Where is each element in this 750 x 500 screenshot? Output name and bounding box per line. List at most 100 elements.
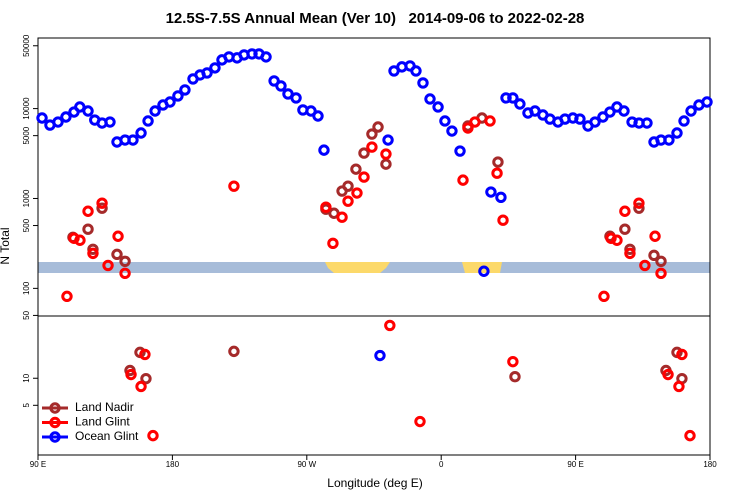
data-point	[454, 145, 466, 157]
data-point	[641, 117, 653, 129]
data-point	[491, 167, 503, 179]
y-tick-label: 5	[22, 403, 31, 408]
legend-marker	[49, 431, 61, 443]
data-point	[358, 147, 370, 159]
data-point	[678, 115, 690, 127]
data-point	[327, 237, 339, 250]
data-point	[649, 230, 661, 242]
data-point	[172, 90, 184, 102]
data-point	[469, 116, 481, 128]
data-point	[336, 211, 348, 223]
data-point	[104, 116, 116, 128]
data-point	[102, 259, 114, 272]
data-point	[350, 163, 362, 175]
data-point	[380, 148, 392, 160]
data-point	[179, 84, 191, 96]
data-point	[164, 96, 176, 108]
data-point	[112, 230, 124, 242]
data-point	[684, 429, 696, 442]
data-point	[604, 106, 616, 118]
data-point	[96, 202, 108, 214]
data-point	[574, 113, 586, 125]
data-point	[509, 371, 521, 383]
data-point	[228, 345, 240, 358]
data-point	[149, 105, 161, 117]
data-point	[633, 202, 645, 214]
data-point	[111, 248, 123, 261]
data-point	[663, 134, 675, 146]
data-point	[318, 144, 330, 156]
data-point	[135, 127, 147, 139]
data-point	[507, 92, 519, 104]
data-point	[127, 134, 139, 146]
data-point	[52, 116, 64, 128]
data-point	[495, 191, 507, 204]
data-point	[624, 247, 636, 260]
data-point	[82, 105, 94, 117]
x-tick-label: 180	[166, 460, 180, 469]
x-tick-label: 0	[439, 460, 444, 469]
data-point	[142, 115, 154, 127]
data-point	[380, 158, 392, 170]
data-point	[462, 122, 474, 134]
legend-label: Land Glint	[75, 415, 130, 429]
data-point	[655, 267, 667, 280]
data-point	[384, 319, 396, 332]
x-tick-label: 90 E	[30, 460, 46, 469]
data-point	[312, 110, 324, 122]
legend-marker	[49, 402, 61, 414]
y-axis-label: N Total	[0, 227, 12, 264]
data-point	[275, 80, 287, 92]
data-point	[633, 197, 645, 209]
y-tick-label: 10000	[22, 97, 31, 120]
legend-label: Ocean Glint	[75, 429, 139, 443]
data-point	[342, 180, 354, 192]
y-tick-label: 50000	[22, 34, 31, 57]
data-point	[96, 197, 108, 209]
data-point	[432, 101, 444, 113]
data-point	[439, 115, 451, 127]
data-point	[589, 116, 601, 128]
data-point	[372, 121, 384, 133]
data-point	[135, 380, 147, 393]
data-point	[374, 349, 386, 362]
data-point	[673, 380, 685, 393]
legend-label: Land Nadir	[75, 400, 134, 414]
data-point	[228, 180, 240, 192]
data-point	[260, 51, 272, 63]
x-tick-label: 180	[703, 460, 717, 469]
data-point	[366, 141, 378, 153]
y-tick-label: 100	[22, 281, 31, 295]
data-point	[605, 232, 617, 244]
data-point	[639, 259, 651, 272]
data-point	[597, 111, 609, 123]
data-point	[655, 255, 667, 268]
data-point	[619, 205, 631, 217]
data-point	[424, 93, 436, 105]
data-point	[74, 234, 86, 246]
y-tick-label: 500	[22, 218, 31, 232]
data-point	[611, 234, 623, 246]
data-point	[497, 214, 509, 226]
band-region	[325, 262, 390, 273]
y-tick-label: 50	[22, 310, 31, 319]
x-tick-label: 90 W	[297, 460, 316, 469]
data-point	[305, 105, 317, 117]
data-point	[119, 255, 131, 268]
data-point	[209, 62, 221, 74]
data-point	[701, 96, 713, 108]
plot-frame	[37, 37, 711, 456]
chart-title: 12.5S-7.5S Annual Mean (Ver 10) 2014-09-…	[166, 10, 585, 27]
data-point	[139, 348, 151, 361]
data-point	[500, 92, 512, 104]
data-point	[140, 372, 152, 385]
data-point	[492, 156, 504, 168]
data-point	[417, 77, 429, 89]
data-point	[598, 290, 610, 303]
data-point	[68, 232, 80, 244]
data-point	[671, 127, 683, 139]
x-tick-label: 90 E	[567, 460, 583, 469]
data-point	[478, 265, 490, 277]
